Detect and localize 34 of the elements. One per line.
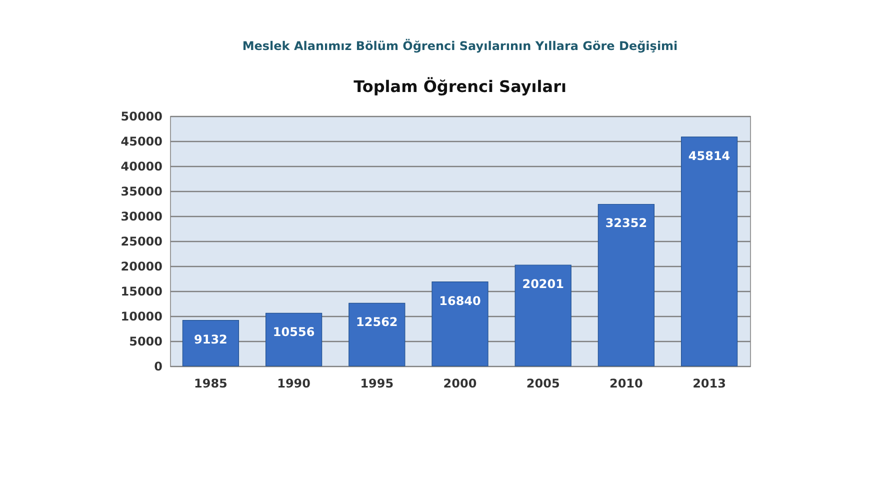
chart-title: Meslek Alanımız Bölüm Öğrenci Sayılarının Yıllara Göre Değişimi bbox=[242, 38, 678, 53]
data-label: 9132 bbox=[194, 332, 228, 346]
bar bbox=[432, 282, 488, 366]
bar bbox=[266, 312, 322, 366]
y-tick-label: 15000 bbox=[120, 284, 162, 298]
y-tick-label: 25000 bbox=[120, 234, 162, 248]
y-tick-label: 50000 bbox=[120, 110, 162, 124]
data-label: 20201 bbox=[522, 276, 564, 291]
data-label: 10556 bbox=[272, 325, 315, 340]
data-label: 32352 bbox=[605, 216, 648, 230]
x-tick-label: 2005 bbox=[526, 376, 560, 390]
bar bbox=[348, 302, 406, 366]
y-tick-label: 0 bbox=[154, 360, 162, 374]
x-tick-label: 2010 bbox=[609, 376, 643, 390]
y-tick-label: 45000 bbox=[120, 134, 162, 148]
y-tick-label: 35000 bbox=[120, 184, 162, 198]
x-tick-label: 2000 bbox=[443, 376, 477, 390]
y-tick-label: 20000 bbox=[120, 260, 162, 274]
x-tick-label: 1985 bbox=[194, 376, 228, 390]
x-tick-label: 1995 bbox=[360, 376, 394, 390]
data-label: 12562 bbox=[356, 315, 398, 330]
x-tick-label: 2013 bbox=[692, 376, 726, 390]
y-tick-label: 30000 bbox=[120, 210, 162, 224]
x-tick-label: 1990 bbox=[277, 376, 311, 390]
bar bbox=[598, 204, 654, 366]
data-label: 16840 bbox=[439, 294, 481, 308]
y-tick-label: 40000 bbox=[120, 160, 162, 174]
y-tick-label: 10000 bbox=[120, 310, 162, 324]
data-label: 45814 bbox=[688, 148, 730, 163]
bar bbox=[514, 264, 572, 366]
chart-subtitle: Toplam Öğrenci Sayıları bbox=[354, 77, 566, 96]
bar bbox=[182, 320, 240, 366]
y-tick-label: 5000 bbox=[129, 334, 162, 348]
bar bbox=[680, 136, 738, 366]
